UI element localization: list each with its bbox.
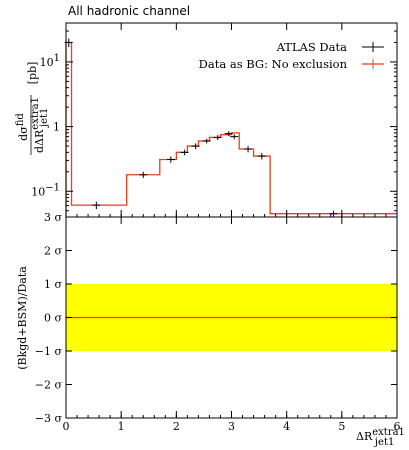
- ylabel-num-sup: fid: [15, 113, 26, 127]
- x-tick-label: 5: [338, 420, 345, 433]
- ratio-y-tick-label: −3 σ: [35, 412, 63, 425]
- ylabel-unit: [pb]: [26, 62, 39, 85]
- data-point: [139, 171, 148, 179]
- ratio-ylabel: (Bkgd+BSM)/Data: [16, 266, 29, 370]
- x-tick-label: 6: [394, 420, 401, 433]
- data-point: [329, 210, 338, 217]
- x-axis-label: ΔRextra1 jet1: [356, 427, 405, 448]
- ratio-y-tick-label: −2 σ: [35, 379, 63, 392]
- ylabel-den-sub: jet1: [39, 108, 50, 128]
- ratio-y-tick-label: 0 σ: [44, 312, 62, 325]
- data-point: [224, 131, 233, 137]
- ratio-y-tick-label: 1 σ: [44, 278, 62, 291]
- ratio-y-tick-label: 2 σ: [44, 245, 62, 258]
- svg-text:dσfid: dσfid: [15, 113, 30, 141]
- ratio-panel-frame: [65, 216, 398, 419]
- x-tick-label: 2: [173, 420, 180, 433]
- legend-label-bg: Data as BG: No exclusion: [199, 57, 348, 71]
- main-panel-frame: [65, 22, 398, 218]
- data-point: [166, 156, 175, 163]
- xlabel-main: ΔR: [356, 430, 373, 443]
- y-tick-label: 10−1: [31, 182, 60, 198]
- data-point: [230, 134, 239, 140]
- xlabel-sub: jet1: [374, 437, 394, 448]
- x-tick-label: 1: [118, 420, 125, 433]
- x-tick-label: 0: [63, 420, 70, 433]
- y-tick-label: 1: [53, 121, 60, 134]
- chart-title: All hadronic channel: [68, 4, 190, 18]
- data-point: [257, 153, 266, 160]
- x-tick-label: 4: [283, 420, 290, 433]
- data-point: [244, 146, 253, 153]
- data-point: [213, 135, 222, 141]
- data-point: [191, 143, 200, 150]
- ylabel-num-main: dσ: [17, 126, 30, 141]
- y-tick-label: 101: [40, 53, 60, 69]
- ratio-y-tick-label: 3 σ: [44, 211, 62, 224]
- legend-label-data: ATLAS Data: [276, 40, 348, 54]
- xlabel-sup: extra1: [372, 427, 405, 438]
- data-point: [180, 149, 189, 156]
- ratio-panel: 0 1 2 3 4 5 6 3 σ 2 σ 1 σ 0 σ −1 σ −2 σ −3 σ: [35, 211, 401, 433]
- svg-text:dΔRextra1jet1: dΔRextra1jet1: [30, 97, 50, 153]
- x-tick-label: 3: [228, 420, 235, 433]
- main-panel: 10−1 1 101: [31, 22, 398, 218]
- ylabel-den-sup: extra1: [30, 97, 41, 130]
- ylabel-den-main: dΔR: [33, 129, 46, 153]
- main-ylabel: dσfid dΔRextra1jet1 [pb]: [15, 62, 50, 155]
- data-point: [202, 138, 211, 144]
- ratio-y-tick-label: −1 σ: [35, 345, 63, 358]
- legend: ATLAS Data Data as BG: No exclusion: [199, 40, 384, 71]
- data-point: [92, 201, 101, 210]
